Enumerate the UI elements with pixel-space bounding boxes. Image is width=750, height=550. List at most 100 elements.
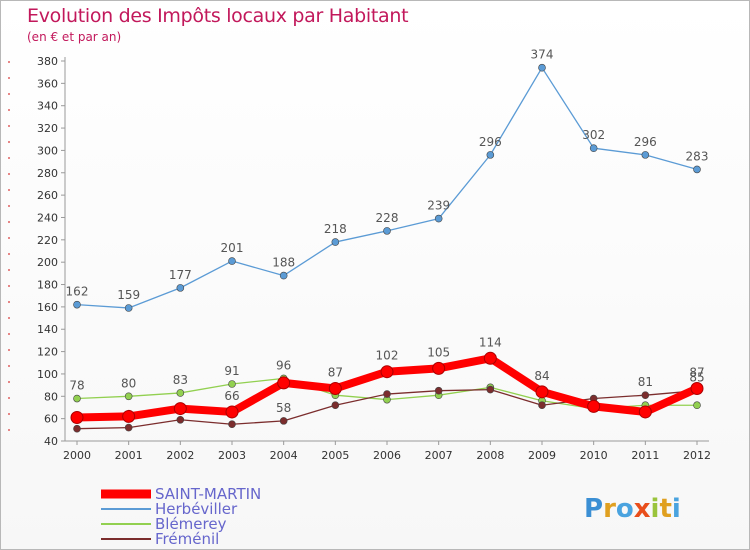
y-tick-label: 160 — [37, 301, 58, 314]
data-point-saint-martin — [277, 376, 291, 390]
data-point-herbeviller — [176, 284, 185, 292]
legend-label: Fréménil — [155, 530, 219, 548]
data-label-saint-martin: 87 — [328, 365, 343, 379]
data-point-saint-martin — [225, 405, 239, 419]
x-tick-label: 2000 — [63, 449, 91, 462]
data-label-saint-martin: 102 — [376, 349, 399, 363]
data-point-fremenil — [486, 385, 495, 394]
y-tick-label: 80 — [44, 390, 58, 403]
data-label-blemerey: 91 — [224, 364, 239, 378]
data-label-herbeviller: 188 — [272, 256, 295, 270]
y-tick-label: 300 — [37, 144, 58, 157]
data-point-fremenil — [538, 401, 546, 410]
data-point-saint-martin — [122, 409, 136, 423]
data-point-saint-martin — [173, 402, 187, 416]
data-label-saint-martin: 66 — [224, 389, 239, 403]
data-point-herbeviller — [73, 300, 81, 309]
x-tick-label: 2009 — [528, 449, 556, 462]
data-point-saint-martin — [328, 381, 342, 395]
data-label-saint-martin: 114 — [479, 335, 502, 349]
y-tick-label: 380 — [37, 55, 58, 68]
data-label-blemerey: 96 — [276, 358, 291, 372]
data-point-saint-martin — [380, 365, 394, 379]
data-label-herbeviller: 228 — [376, 211, 399, 225]
data-label-herbeviller: 374 — [531, 48, 554, 62]
data-label-herbeviller: 159 — [117, 288, 140, 302]
x-tick-label: 2001 — [115, 449, 143, 462]
legend-label: Blémerey — [155, 515, 227, 533]
data-point-fremenil — [279, 417, 288, 425]
x-tick-label: 2002 — [166, 449, 194, 462]
x-tick-label: 2008 — [476, 449, 504, 462]
y-tick-label: 120 — [37, 346, 58, 359]
data-point-saint-martin — [535, 385, 549, 399]
data-point-blemerey — [228, 380, 236, 388]
data-point-herbeviller — [383, 227, 391, 235]
data-point-saint-martin — [690, 381, 704, 395]
data-label-saint-martin: 84 — [534, 369, 549, 383]
data-point-blemerey — [124, 392, 133, 401]
data-point-herbeviller — [279, 271, 288, 280]
chart-title: Evolution des Impôts locaux par Habitant — [27, 5, 409, 27]
x-tick-label: 2010 — [580, 449, 608, 462]
data-point-fremenil — [331, 401, 340, 410]
data-label-fremenil: 58 — [276, 401, 291, 415]
data-label-herbeviller: 239 — [427, 199, 450, 213]
data-point-fremenil — [73, 424, 81, 433]
y-tick-label: 240 — [37, 211, 58, 224]
legend-label: SAINT-MARTIN — [155, 485, 261, 503]
data-point-herbeviller — [589, 144, 598, 152]
data-label-blemerey: 78 — [69, 379, 84, 393]
x-tick-label: 2004 — [270, 449, 298, 462]
data-label-saint-martin: 105 — [427, 345, 450, 359]
data-label-herbeviller: 296 — [634, 135, 657, 149]
y-tick-label: 220 — [37, 234, 58, 247]
data-point-fremenil — [383, 390, 391, 398]
data-point-saint-martin — [70, 411, 84, 425]
y-tick-label: 100 — [37, 368, 58, 381]
data-point-herbeviller — [331, 238, 340, 246]
data-point-saint-martin — [483, 351, 497, 365]
y-tick-label: 360 — [37, 77, 58, 90]
data-point-blemerey — [73, 394, 81, 403]
data-point-blemerey — [176, 389, 185, 397]
data-label-saint-martin: 87 — [689, 365, 704, 379]
y-tick-label: 60 — [44, 413, 58, 426]
x-tick-label: 2003 — [218, 449, 246, 462]
data-label-herbeviller: 218 — [324, 222, 347, 236]
data-point-fremenil — [176, 415, 185, 424]
data-point-saint-martin — [638, 405, 652, 419]
data-point-blemerey — [693, 401, 701, 410]
y-tick-label: 180 — [37, 279, 58, 292]
x-tick-label: 2005 — [321, 449, 349, 462]
data-point-fremenil — [228, 420, 236, 429]
x-tick-label: 2011 — [631, 449, 659, 462]
data-point-herbeviller — [434, 214, 443, 223]
data-point-herbeviller — [693, 165, 701, 174]
data-point-saint-martin — [587, 399, 601, 413]
data-label-herbeviller: 201 — [221, 241, 244, 255]
data-label-herbeviller: 162 — [66, 285, 89, 299]
x-tick-label: 2012 — [683, 449, 711, 462]
data-point-herbeviller — [641, 151, 650, 159]
data-point-saint-martin — [432, 361, 446, 375]
proxiti-logo: Proxiti — [584, 494, 681, 524]
data-label-herbeviller: 283 — [686, 149, 709, 163]
data-point-herbeviller — [228, 257, 236, 265]
data-point-herbeviller — [124, 304, 133, 312]
legend-label: Herbéviller — [155, 500, 238, 518]
data-label-herbeviller: 177 — [169, 268, 192, 282]
y-tick-label: 140 — [37, 323, 58, 336]
x-tick-label: 2007 — [425, 449, 453, 462]
data-label-herbeviller: 302 — [582, 128, 605, 142]
data-point-fremenil — [641, 391, 650, 399]
data-point-herbeviller — [486, 151, 495, 159]
chart-subtitle: (en € et par an) — [27, 30, 122, 44]
x-tick-label: 2006 — [373, 449, 401, 462]
y-tick-label: 40 — [44, 435, 58, 448]
data-label-herbeviller: 296 — [479, 135, 502, 149]
y-tick-label: 320 — [37, 122, 58, 135]
data-point-fremenil — [434, 386, 443, 395]
